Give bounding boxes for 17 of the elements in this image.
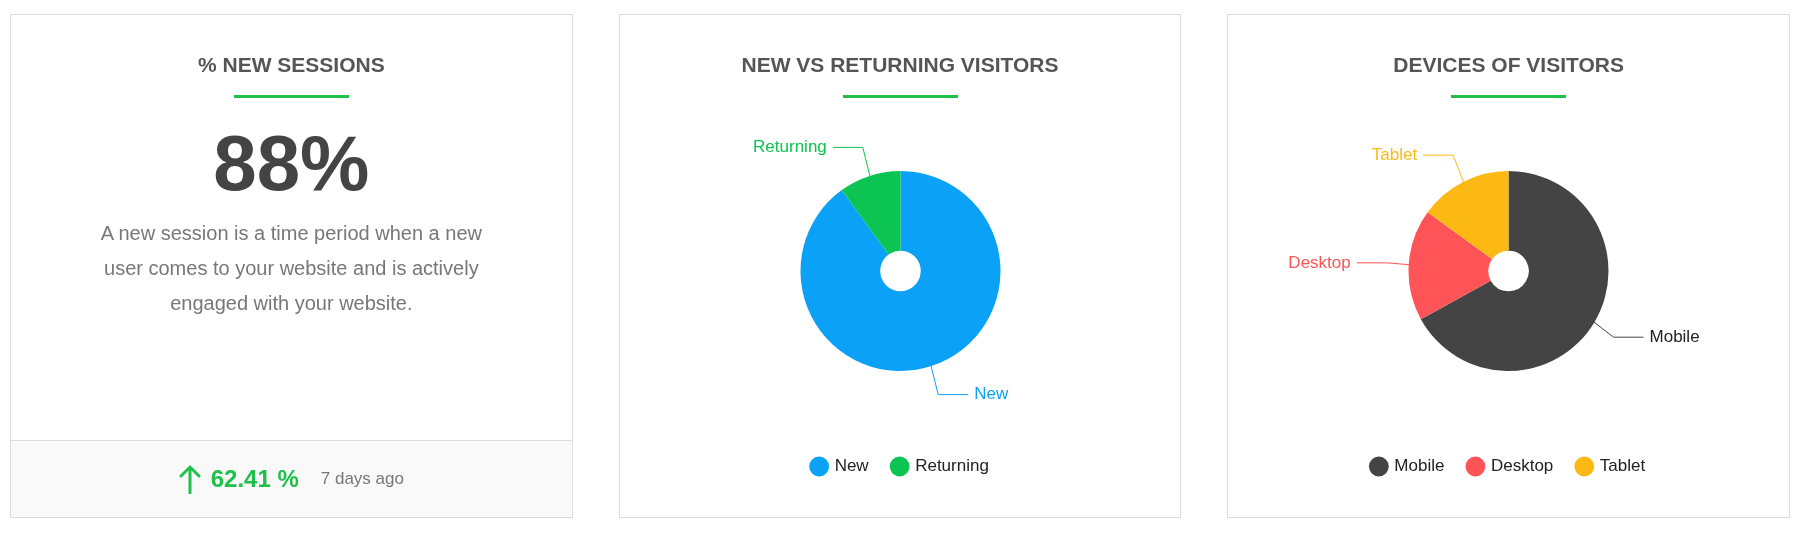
slice-label: Mobile — [1649, 326, 1700, 346]
slice-label: New — [973, 384, 1009, 404]
text: 7 days ago — [320, 469, 404, 489]
text: 62.41 % — [210, 465, 299, 493]
legend-label: Mobile — [1394, 456, 1445, 476]
chart-title: DEVICES OF VISITORS — [1392, 52, 1625, 78]
slice-label: Desktop — [1288, 252, 1352, 272]
slice-label: Tablet — [1372, 144, 1418, 164]
text: A new session is a time period when a new user comes to your website and is actively engaged with your website. — [99, 221, 483, 316]
text: % NEW SESSIONS — [197, 52, 386, 78]
chart-title: NEW VS RETURNING VISITORS — [740, 52, 1060, 78]
legend-label: Tablet — [1600, 456, 1646, 476]
legend-label: Desktop — [1491, 456, 1554, 476]
legend-label: Returning — [914, 456, 989, 476]
slice-label: Returning — [752, 137, 827, 157]
legend-label: New — [834, 456, 870, 476]
text: 88% — [212, 119, 371, 207]
